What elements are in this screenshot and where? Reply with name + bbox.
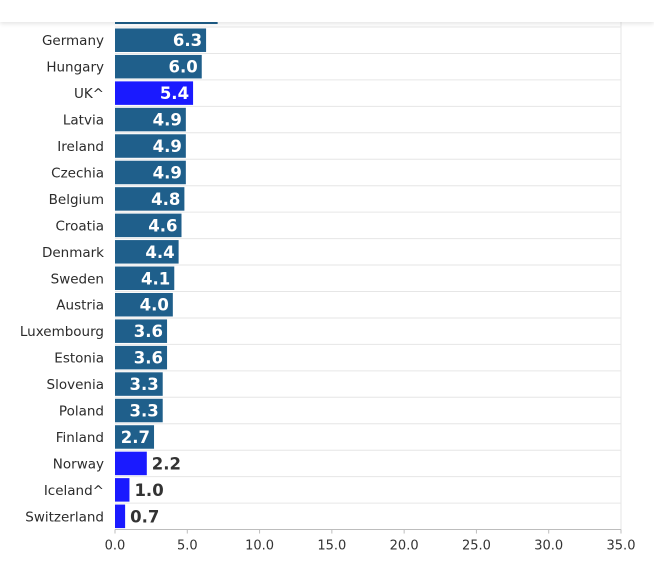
bar	[115, 187, 185, 211]
bar	[115, 213, 182, 238]
value-label: 3.3	[129, 375, 158, 394]
value-label: 6.3	[173, 31, 202, 50]
bar	[115, 319, 168, 343]
category-label: Germany	[42, 33, 104, 49]
category-label: Norway	[53, 456, 104, 472]
category-label: Croatia	[55, 218, 104, 234]
value-label: 6.0	[169, 58, 198, 77]
category-label: Hungary	[46, 60, 104, 76]
value-label: 1.0	[134, 481, 163, 500]
tick-label: 0.0	[105, 539, 126, 554]
bar	[115, 81, 194, 105]
bar	[115, 134, 186, 158]
bar	[115, 398, 163, 423]
value-label: 4.9	[153, 137, 182, 156]
category-label: Czechia	[51, 165, 104, 181]
category-label: Poland	[59, 404, 104, 420]
bar	[115, 160, 186, 185]
tick-label: 30.0	[534, 539, 563, 554]
bar	[115, 266, 175, 291]
category-label: Switzerland	[25, 509, 104, 525]
category-label: Iceland^	[44, 483, 104, 499]
value-label: 3.6	[134, 349, 163, 368]
category-label: Denmark	[42, 245, 104, 261]
category-label: Luxembourg	[20, 324, 104, 340]
category-label: Sweden	[51, 271, 104, 287]
value-label: 4.4	[145, 243, 174, 262]
category-label: Slovenia	[47, 377, 104, 393]
bar	[115, 28, 207, 52]
value-label: 4.1	[141, 269, 170, 288]
bar	[115, 451, 147, 476]
bar	[115, 54, 202, 79]
value-label: 4.6	[148, 216, 177, 235]
value-label: 2.2	[152, 454, 181, 473]
bar	[115, 504, 126, 529]
value-label: 2.7	[121, 428, 150, 447]
tick-label: 20.0	[390, 539, 419, 554]
value-label: 4.0	[140, 296, 169, 315]
value-label: 3.6	[134, 322, 163, 341]
x-axis-ticks: 0.0 5.0 10.0 15.0 20.0 25.0 30.0 35.0	[105, 529, 636, 554]
header-strip	[0, 0, 654, 22]
value-label: 5.4	[160, 84, 189, 103]
bar	[115, 107, 186, 132]
category-label: Finland	[56, 430, 104, 446]
tick-label: 5.0	[177, 539, 198, 554]
category-label: Austria	[56, 298, 104, 314]
tick-label: 15.0	[317, 539, 346, 554]
value-label: 4.8	[151, 190, 180, 209]
bar	[115, 478, 130, 502]
bar	[115, 425, 155, 449]
gridlines	[115, 0, 622, 531]
category-label: Ireland	[57, 139, 104, 155]
category-label: Estonia	[54, 351, 104, 367]
bar	[115, 240, 179, 264]
value-labels: 6.3 6.0 5.4 4.9 4.9 4.9 4.8 4.6 4.4 4.1 4.0 3.6 3.6 3…	[121, 31, 202, 526]
bar	[115, 372, 163, 396]
category-label: Latvia	[63, 113, 104, 129]
category-label: UK^	[74, 86, 104, 102]
tick-label: 10.0	[245, 539, 274, 554]
bar	[115, 345, 168, 370]
bars	[115, 28, 207, 529]
value-label: 0.7	[130, 507, 159, 526]
value-label: 4.9	[153, 163, 182, 182]
category-labels: Germany Hungary UK^ Latvia Ireland Czechia Bel…	[20, 33, 104, 525]
tick-label: 35.0	[607, 539, 636, 554]
category-label: Belgium	[49, 192, 104, 208]
value-label: 4.9	[153, 111, 182, 130]
value-label: 3.3	[129, 402, 158, 421]
bar	[115, 292, 173, 317]
tick-label: 25.0	[462, 539, 491, 554]
